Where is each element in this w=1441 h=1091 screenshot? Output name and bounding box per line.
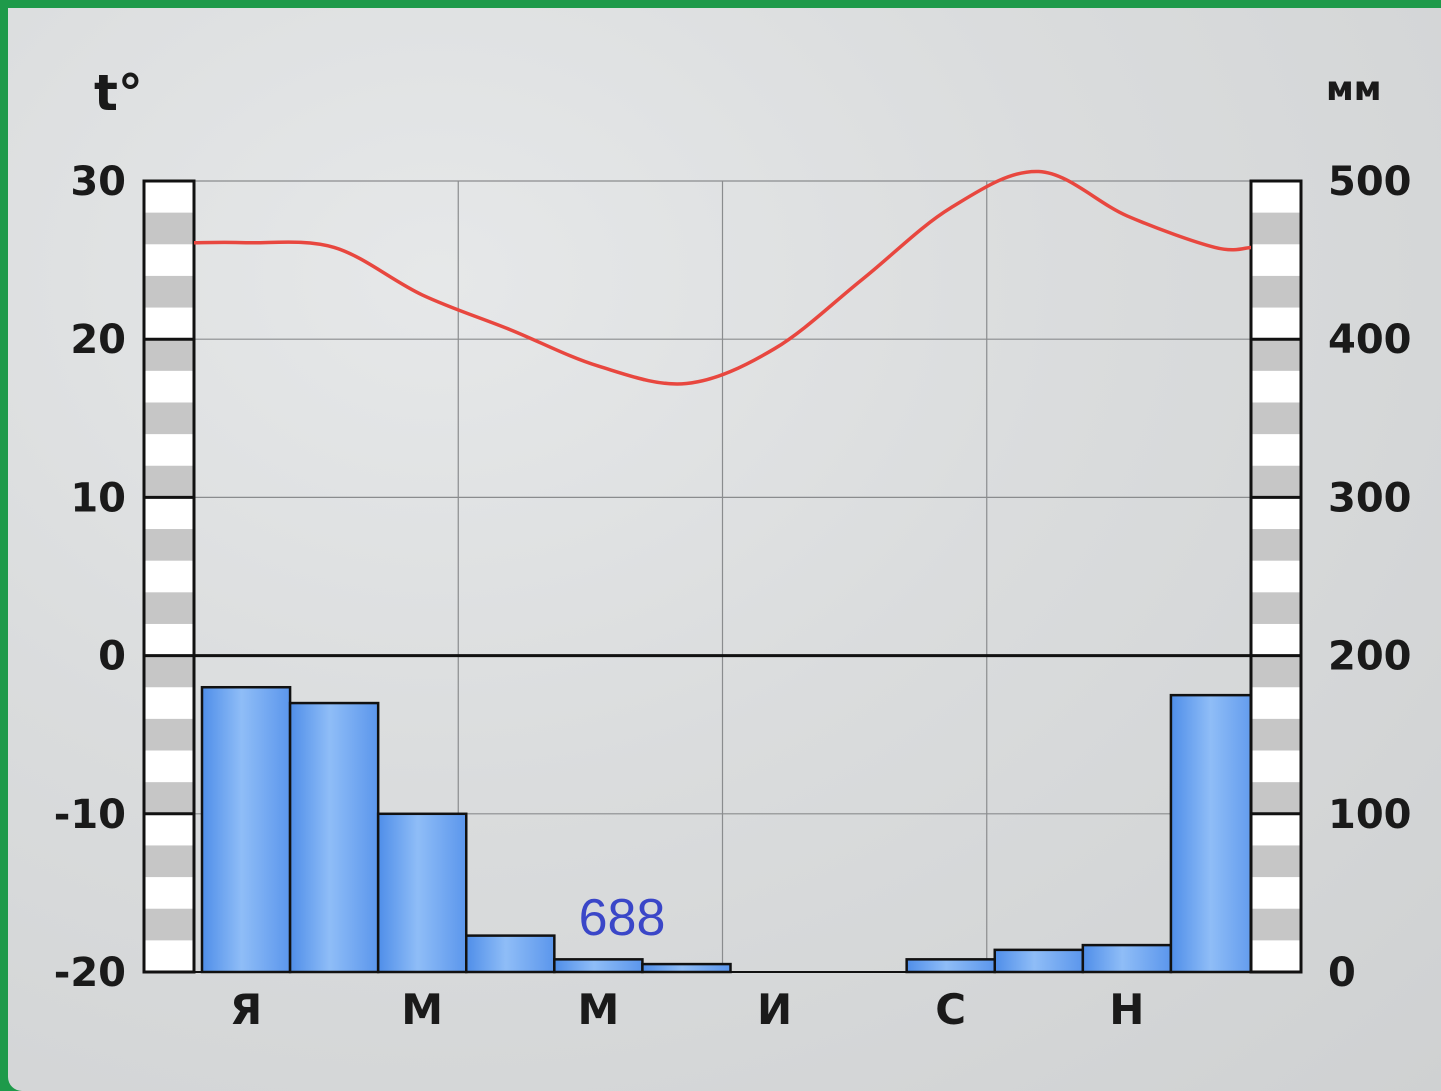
precipitation-bar: [1169, 693, 1261, 974]
scale-stripe: [144, 339, 194, 371]
temperature-tick-label: -10: [54, 792, 126, 838]
precipitation-axis-title: мм: [1326, 69, 1382, 109]
scale-stripe: [144, 782, 194, 814]
precipitation-bars: [200, 685, 1261, 974]
scale-background: [1251, 181, 1301, 972]
temperature-tick-label: 0: [98, 634, 126, 680]
scale-stripe: [1251, 275, 1301, 308]
scale-stripe: [144, 465, 194, 498]
precipitation-tick-label: 400: [1328, 317, 1412, 363]
scale-stripe: [144, 212, 194, 245]
temperature-tick-label: 10: [70, 475, 126, 521]
scale-stripe: [1251, 908, 1301, 941]
precipitation-bar: [993, 948, 1085, 974]
scale-stripe: [1251, 529, 1301, 561]
precipitation-bar: [465, 934, 556, 974]
temperature-axis-title: t°: [94, 64, 143, 122]
precipitation-bar: [553, 958, 644, 974]
scale-stripe: [144, 908, 194, 941]
precipitation-bar: [1081, 943, 1173, 974]
precipitation-bar: [905, 958, 997, 974]
month-label: И: [757, 985, 792, 1034]
temperature-line: [193, 169, 1252, 386]
scale-frame: [142, 179, 196, 974]
scale-frame: [1249, 179, 1303, 974]
month-label: Я: [230, 985, 262, 1034]
temperature-scale-bar: [142, 179, 196, 974]
scale-stripe: [1251, 718, 1301, 751]
scale-stripe: [144, 845, 194, 878]
scale-stripe: [1251, 782, 1301, 814]
scale-stripe: [144, 402, 194, 435]
scale-stripe: [144, 655, 194, 688]
precipitation-tick-label: 0: [1328, 950, 1356, 996]
scale-stripe: [1251, 402, 1301, 435]
month-label: С: [935, 985, 966, 1034]
precipitation-bar: [288, 701, 380, 974]
axis-scales: [142, 179, 1303, 974]
scale-stripe: [144, 592, 194, 624]
scale-stripe: [1251, 592, 1301, 624]
scale-stripe: [1251, 655, 1301, 688]
precipitation-bar: [376, 812, 468, 974]
month-label: М: [401, 985, 443, 1034]
precipitation-tick-label: 300: [1328, 475, 1412, 521]
temperature-tick-label: 20: [70, 317, 126, 363]
scale-stripe: [1251, 339, 1301, 371]
precipitation-scale-bar: [1249, 179, 1303, 974]
scale-background: [144, 181, 194, 972]
scale-stripe: [144, 529, 194, 561]
temperature-tick-label: 30: [70, 159, 126, 205]
scale-stripe: [1251, 465, 1301, 498]
precipitation-tick-label: 100: [1328, 792, 1412, 838]
scale-stripe: [144, 718, 194, 751]
scale-stripe: [1251, 212, 1301, 245]
month-label: Н: [1109, 985, 1144, 1034]
temperature-tick-label: -20: [54, 950, 126, 996]
scale-stripe: [144, 275, 194, 308]
precipitation-tick-label: 500: [1328, 159, 1412, 205]
annual-precipitation-label: 688: [579, 889, 666, 947]
precipitation-bar: [200, 685, 292, 974]
scale-stripe: [1251, 845, 1301, 878]
precipitation-bar: [641, 962, 732, 974]
precipitation-tick-label: 200: [1328, 634, 1412, 680]
month-label: М: [577, 985, 619, 1034]
